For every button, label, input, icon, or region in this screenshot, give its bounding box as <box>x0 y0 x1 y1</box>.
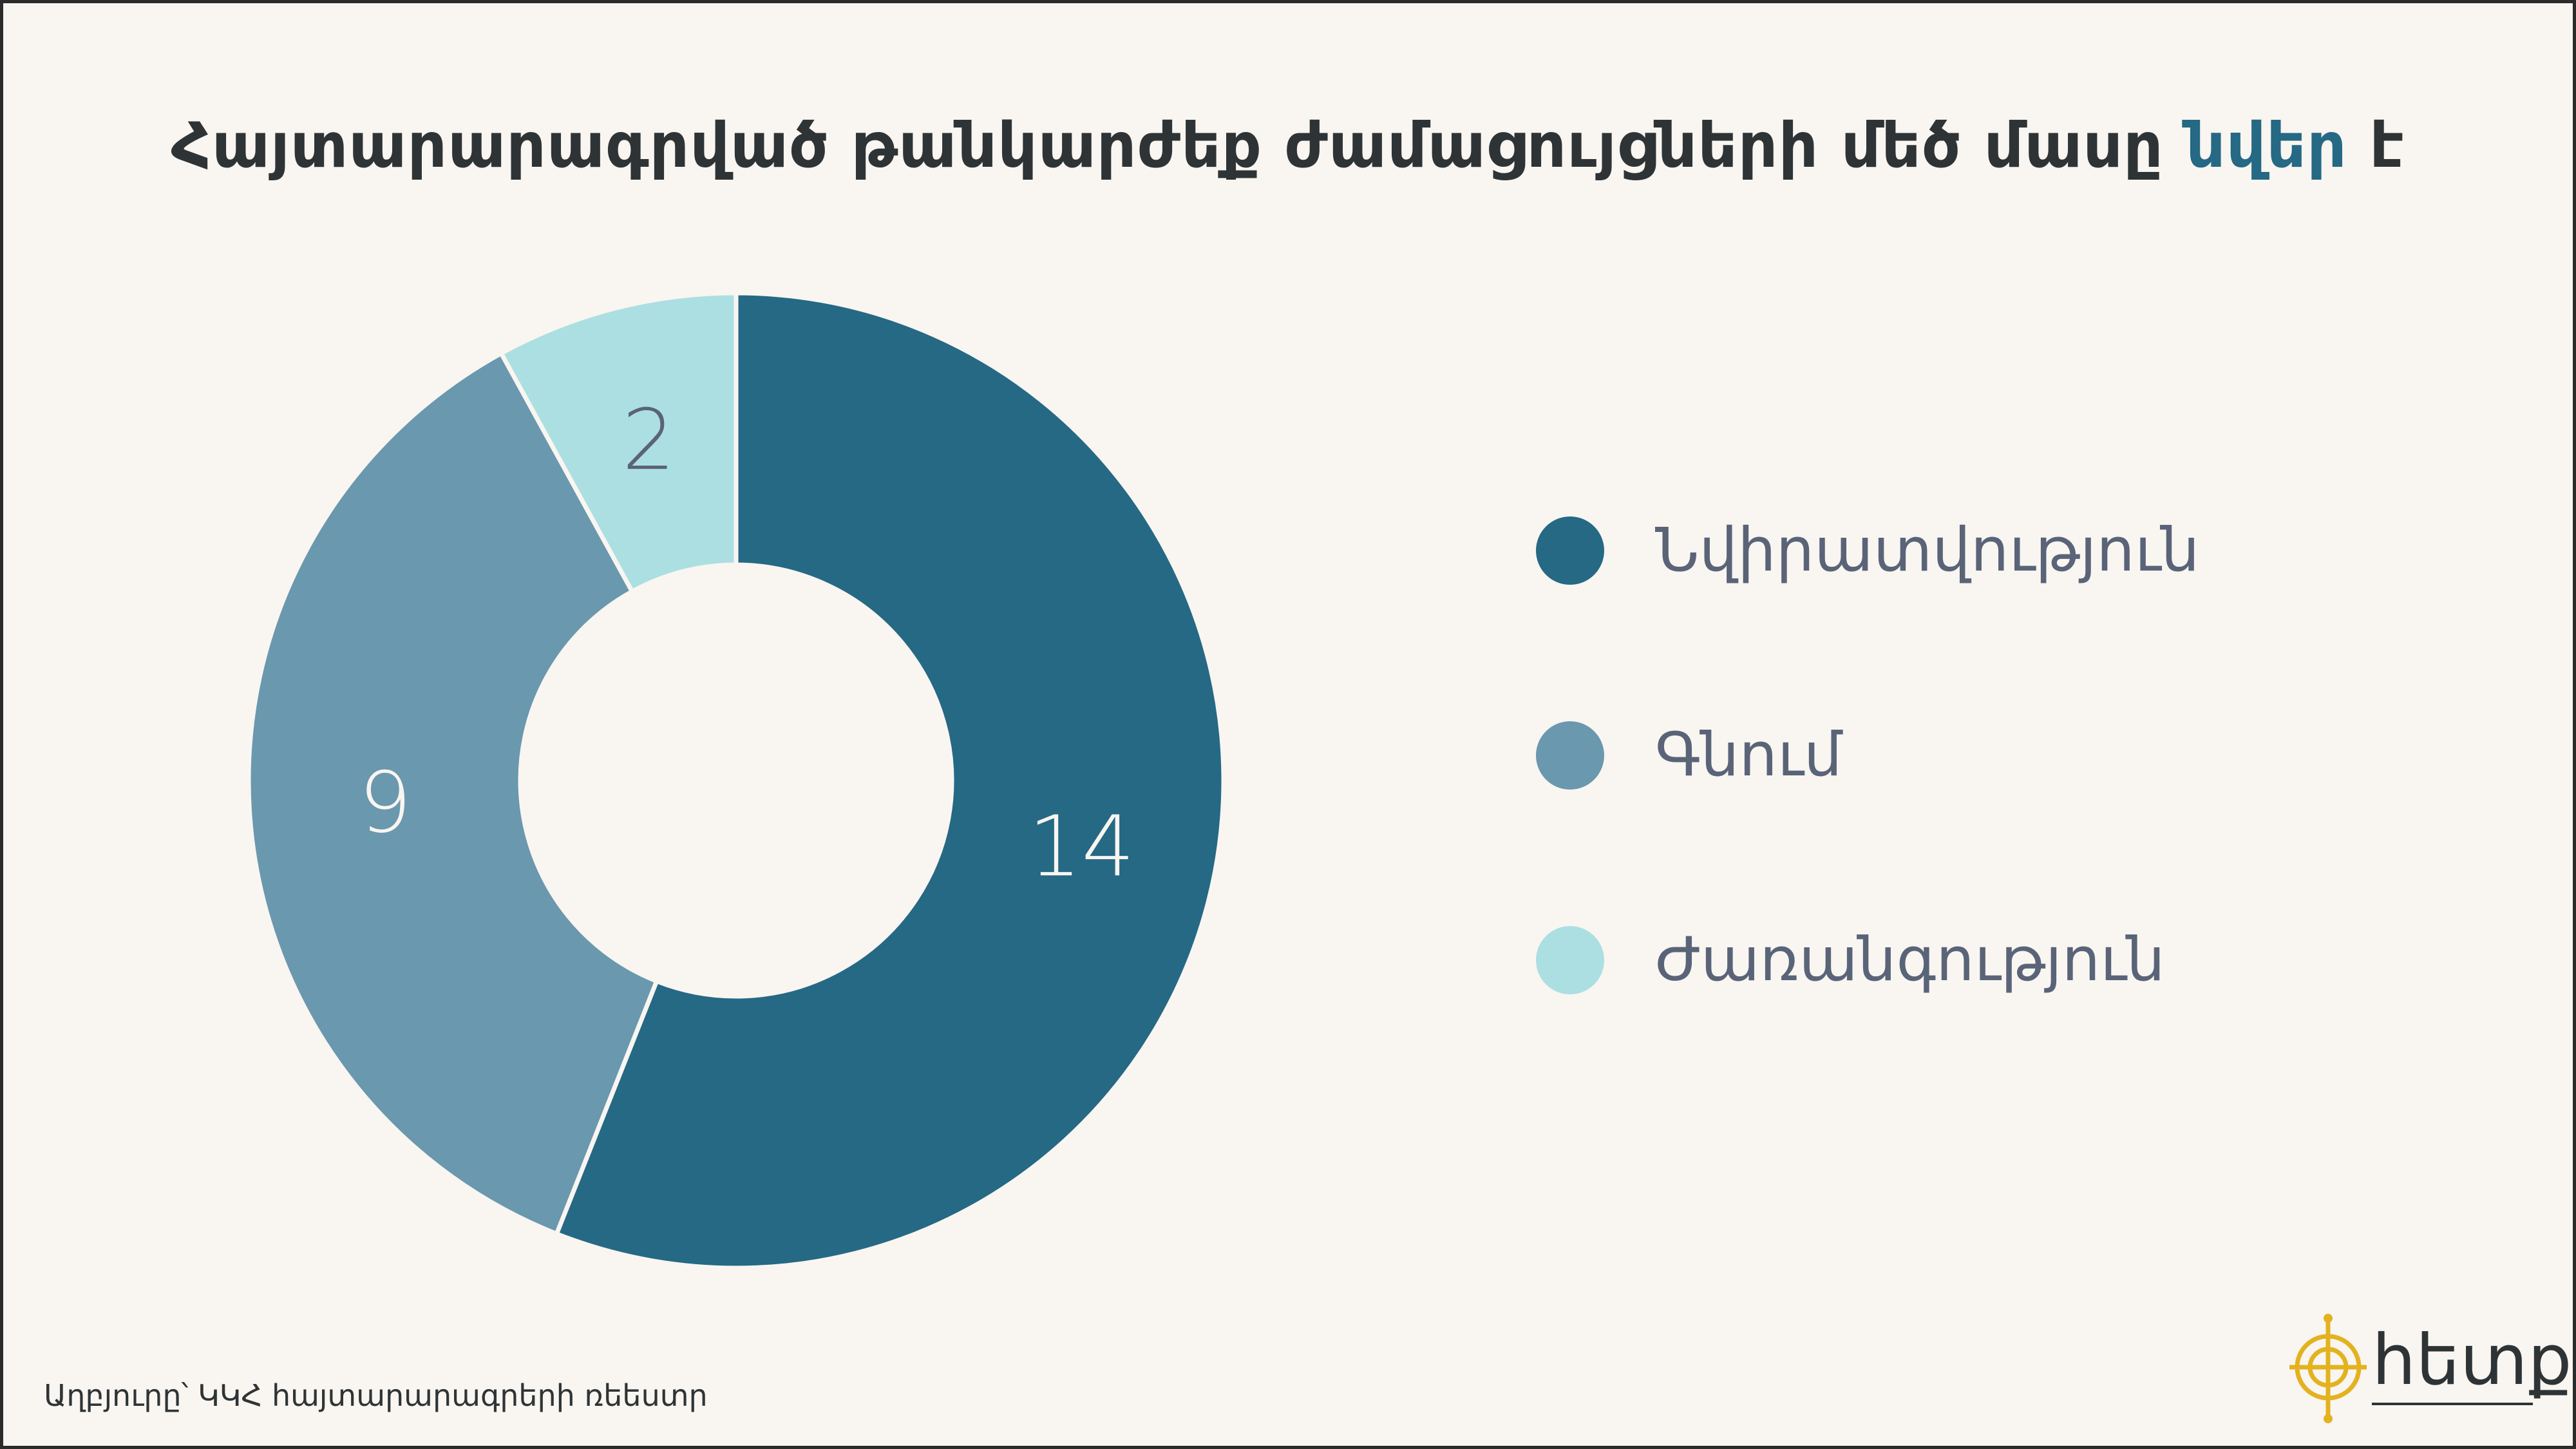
chart-title-accent: նվեր <box>2186 109 2347 182</box>
source-note: Աղբյուրը՝ ԿԿՀ հայտարարագրերի ռեեստր <box>44 1378 708 1413</box>
data-label-2: 9 <box>359 753 412 851</box>
legend-swatch <box>1536 926 1604 994</box>
data-label-1: 14 <box>1028 797 1135 895</box>
donut-slice-1 <box>553 290 1226 1271</box>
chart-title: Հայտարարագրված թանկարժեք ժամացույցների մ… <box>0 109 2576 182</box>
legend-label: Ժառանգություն <box>1655 925 2165 995</box>
legend-swatch <box>1536 721 1604 790</box>
logo-underline <box>2372 1403 2533 1405</box>
chart-title-end: է <box>2347 109 2405 182</box>
hetq-logo-icon <box>2289 1314 2367 1423</box>
chart-title-text: Հայտարարագրված թանկարժեք ժամացույցների մ… <box>171 109 2186 182</box>
donut-slice-3 <box>498 290 739 595</box>
donut-slice-2 <box>246 350 660 1237</box>
legend-label: Գնում <box>1655 720 1842 790</box>
logo-wordmark: հետք <box>2372 1320 2572 1401</box>
legend-swatch <box>1536 516 1604 585</box>
data-label-3: 2 <box>622 391 676 489</box>
legend-label: Նվիրատվություն <box>1655 515 2200 585</box>
